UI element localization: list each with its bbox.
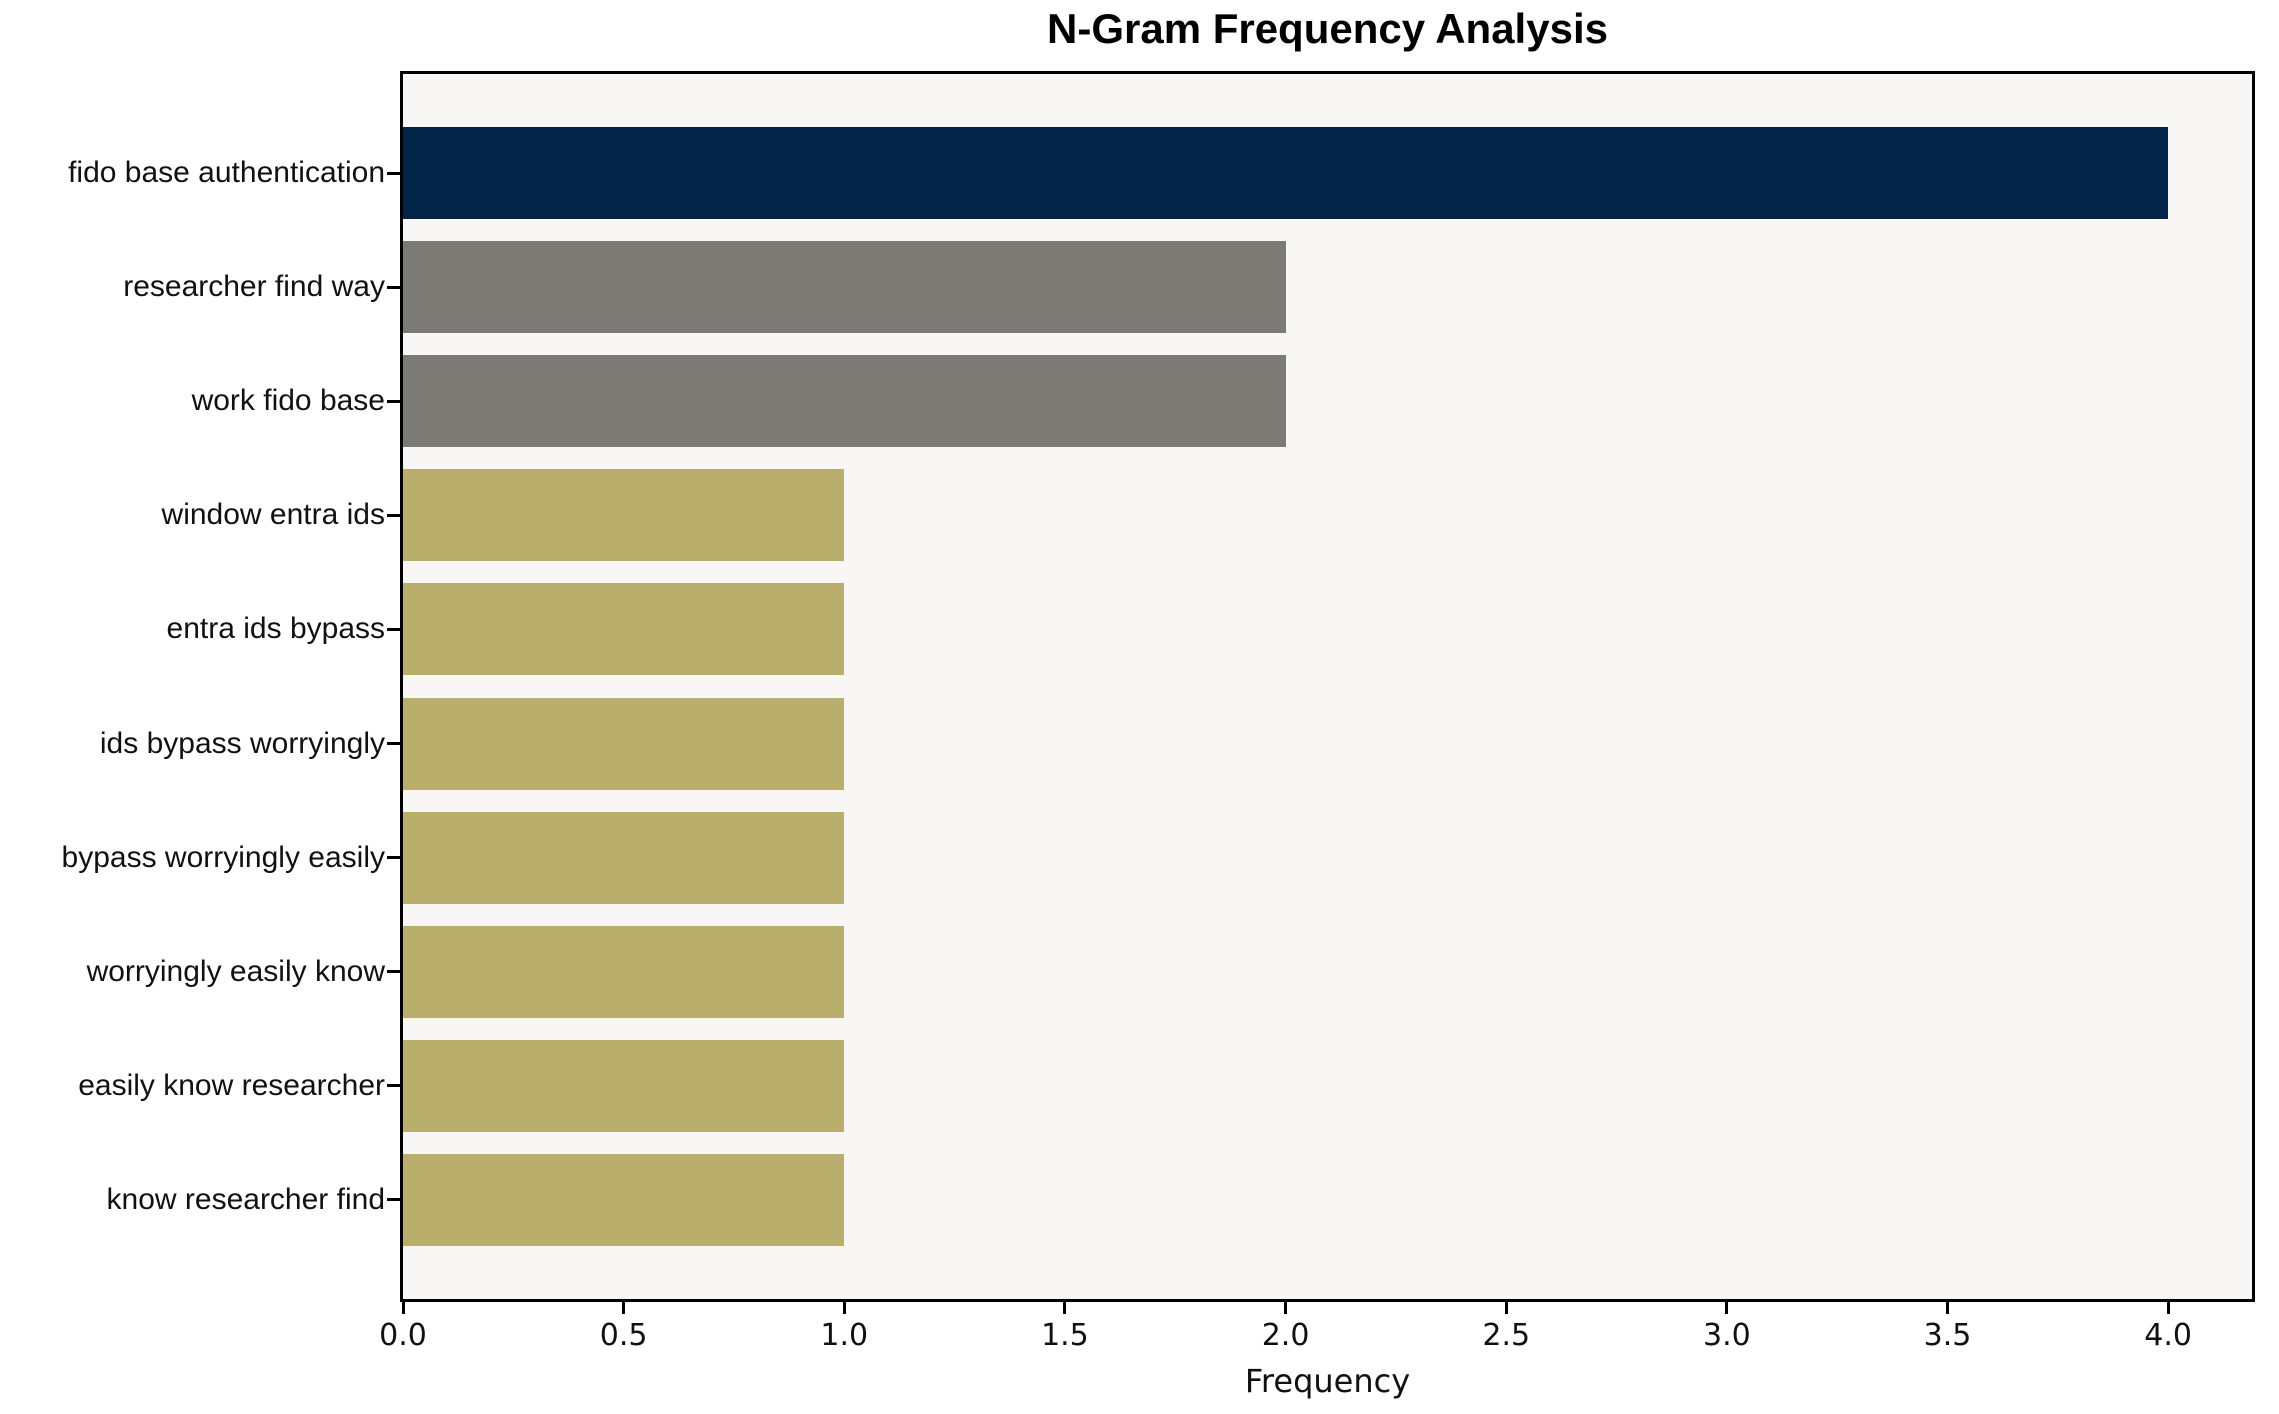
y-tick-label: work fido base bbox=[191, 384, 385, 418]
bar bbox=[403, 127, 2169, 220]
x-tick bbox=[842, 1302, 846, 1314]
y-tick-label: window entra ids bbox=[161, 498, 385, 532]
y-tick bbox=[387, 742, 400, 746]
x-tick bbox=[1725, 1302, 1729, 1314]
y-tick-label: entra ids bypass bbox=[166, 612, 385, 646]
chart-title: N-Gram Frequency Analysis bbox=[1047, 5, 1608, 52]
plot-area bbox=[400, 71, 2255, 1302]
x-tick-label: 2.0 bbox=[1261, 1318, 1310, 1353]
x-tick bbox=[2166, 1302, 2170, 1314]
bar bbox=[403, 1039, 845, 1132]
bar bbox=[403, 355, 1286, 448]
x-tick bbox=[1063, 1302, 1067, 1314]
bar bbox=[403, 811, 845, 904]
x-tick bbox=[401, 1302, 405, 1314]
y-tick bbox=[387, 970, 400, 974]
x-tick-label: 4.0 bbox=[2144, 1318, 2192, 1353]
y-tick-label: easily know researcher bbox=[78, 1068, 385, 1102]
x-tick bbox=[1946, 1302, 1949, 1314]
y-tick bbox=[387, 1084, 400, 1088]
x-tick-label: 0.5 bbox=[599, 1318, 648, 1353]
y-tick-label: know researcher find bbox=[106, 1182, 385, 1216]
y-tick-label: researcher find way bbox=[123, 270, 385, 304]
bar bbox=[403, 925, 845, 1018]
y-tick bbox=[387, 171, 400, 175]
x-tick-label: 1.0 bbox=[820, 1318, 869, 1353]
x-tick bbox=[622, 1302, 626, 1314]
y-tick bbox=[387, 285, 400, 289]
x-axis-title: Frequency bbox=[1244, 1362, 1411, 1400]
y-tick bbox=[387, 1198, 400, 1202]
bar bbox=[403, 1153, 845, 1246]
y-tick bbox=[387, 856, 400, 860]
x-tick-label: 1.5 bbox=[1041, 1318, 1089, 1353]
y-tick bbox=[387, 399, 400, 403]
x-tick bbox=[1504, 1302, 1508, 1314]
bar bbox=[403, 583, 845, 676]
bar bbox=[403, 241, 1286, 334]
bar bbox=[403, 469, 845, 562]
x-tick-label: 0.0 bbox=[379, 1318, 427, 1353]
y-tick-label: bypass worryingly easily bbox=[61, 840, 385, 874]
y-tick bbox=[387, 513, 400, 517]
x-tick bbox=[1284, 1302, 1288, 1314]
y-tick bbox=[387, 627, 400, 631]
bar bbox=[403, 697, 845, 790]
x-tick-label: 3.0 bbox=[1703, 1318, 1751, 1353]
y-tick-label: fido base authentication bbox=[68, 156, 385, 190]
x-tick-label: 3.5 bbox=[1923, 1318, 1972, 1353]
x-tick-label: 2.5 bbox=[1482, 1318, 1531, 1353]
y-tick-label: ids bypass worryingly bbox=[99, 726, 385, 760]
y-tick-label: worryingly easily know bbox=[86, 954, 385, 988]
